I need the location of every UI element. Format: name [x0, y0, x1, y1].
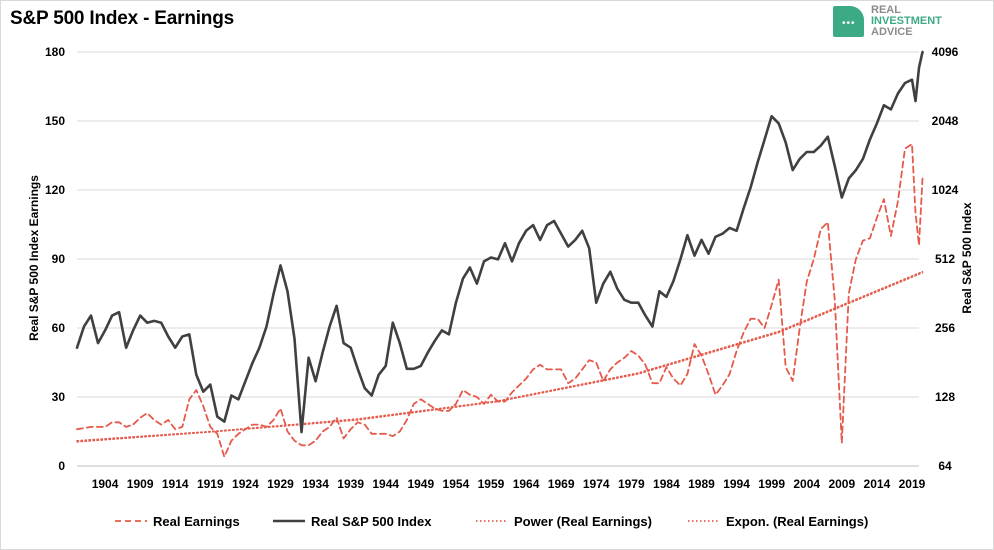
x-tick-label: 1924	[232, 477, 259, 491]
gridlines	[77, 51, 919, 467]
x-tick-label: 1904	[92, 477, 119, 491]
right-y-axis: 64 128 256 512 1024 2048 4096	[932, 45, 959, 473]
series-line-expon-real-earnings	[76, 270, 924, 442]
left-y-axis: 0 30 60 90 120 150 180	[45, 45, 65, 473]
x-tick-label: 1939	[337, 477, 364, 491]
x-tick-label: 1984	[653, 477, 680, 491]
x-tick-label: 1914	[162, 477, 189, 491]
x-tick-label: 1919	[197, 477, 224, 491]
logo-mark: •••	[833, 6, 864, 37]
left-y-tick-label: 60	[52, 321, 66, 335]
x-axis: 1904 1909 1914 1919 1924 1929 1934 1939 1944 1949…	[77, 465, 926, 491]
x-tick-label: 1949	[407, 477, 434, 491]
right-y-axis-title: Real S&P 500 Index	[960, 202, 974, 313]
x-tick-label: 2004	[793, 477, 820, 491]
x-tick-label: 2019	[899, 477, 926, 491]
logo-dots-icon: •••	[842, 18, 856, 29]
series-line-real-earnings	[76, 143, 924, 458]
right-y-tick-label: 64	[938, 459, 952, 473]
logo-line-2: INVESTMENT	[871, 15, 942, 27]
legend-label: Real S&P 500 Index	[311, 514, 432, 529]
logo-text: REAL INVESTMENT ADVICE	[871, 5, 942, 38]
right-y-tick-label: 512	[935, 252, 955, 266]
left-y-tick-label: 150	[45, 114, 65, 128]
right-y-tick-label: 1024	[932, 183, 959, 197]
left-y-tick-label: 30	[52, 390, 66, 404]
legend-label: Expon. (Real Earnings)	[726, 514, 868, 529]
x-tick-label: 1909	[127, 477, 154, 491]
logo-line-1: REAL	[871, 4, 901, 16]
right-y-tick-label: 2048	[932, 114, 959, 128]
left-y-axis-title: Real S&P 500 Index Earnings	[27, 175, 41, 341]
chart-title: S&P 500 Index - Earnings	[10, 8, 234, 29]
left-y-tick-label: 180	[45, 45, 65, 59]
left-y-tick-label: 90	[52, 252, 66, 266]
x-tick-label: 1929	[267, 477, 294, 491]
x-tick-label: 2014	[864, 477, 891, 491]
right-y-tick-label: 256	[935, 321, 955, 335]
x-tick-label: 1974	[583, 477, 610, 491]
x-tick-label: 1959	[478, 477, 505, 491]
series-line-power-real-earnings	[76, 272, 924, 443]
logo-line-3: ADVICE	[871, 26, 913, 38]
left-y-tick-label: 120	[45, 183, 65, 197]
left-y-tick-label: 0	[58, 459, 65, 473]
series-line-real-s-p-500-index	[75, 50, 924, 434]
x-tick-label: 1964	[513, 477, 540, 491]
x-tick-label: 1989	[688, 477, 715, 491]
right-y-tick-label: 4096	[932, 45, 959, 59]
right-y-tick-label: 128	[935, 390, 955, 404]
legend: Real Earnings Real S&P 500 Index Power (Re…	[115, 514, 868, 529]
x-tick-label: 1994	[723, 477, 750, 491]
x-tick-label: 1944	[372, 477, 399, 491]
legend-label: Real Earnings	[153, 514, 240, 529]
brand-logo: ••• REAL INVESTMENT ADVICE	[833, 5, 963, 41]
x-tick-label: 1969	[548, 477, 575, 491]
plot-area	[75, 50, 924, 458]
x-tick-label: 1979	[618, 477, 645, 491]
legend-label: Power (Real Earnings)	[514, 514, 652, 529]
x-tick-label: 1999	[758, 477, 785, 491]
x-tick-label: 1934	[302, 477, 329, 491]
x-tick-label: 2009	[828, 477, 855, 491]
x-tick-label: 1954	[443, 477, 470, 491]
